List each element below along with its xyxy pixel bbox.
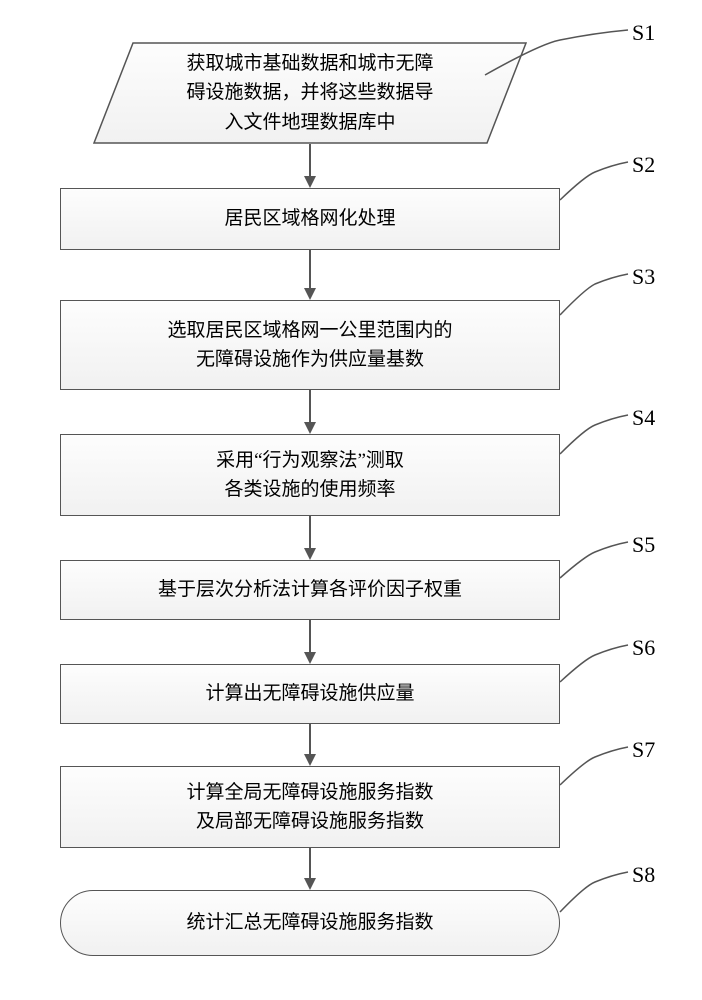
flowchart-container: 获取城市基础数据和城市无障碍设施数据，并将这些数据导入文件地理数据库中 居民区域… bbox=[60, 42, 560, 956]
label-s3: S3 bbox=[632, 264, 655, 290]
label-s8: S8 bbox=[632, 862, 655, 888]
label-s1: S1 bbox=[632, 20, 655, 46]
node-s4: 采用“行为观察法”测取各类设施的使用频率 bbox=[60, 434, 560, 516]
label-s2: S2 bbox=[632, 152, 655, 178]
label-s7: S7 bbox=[632, 737, 655, 763]
node-s2-text: 居民区域格网化处理 bbox=[224, 204, 395, 233]
node-s4-text: 采用“行为观察法”测取各类设施的使用频率 bbox=[216, 446, 404, 505]
node-s7-text: 计算全局无障碍设施服务指数及局部无障碍设施服务指数 bbox=[186, 778, 433, 837]
label-s5: S5 bbox=[632, 532, 655, 558]
label-s6: S6 bbox=[632, 635, 655, 661]
node-s8: 统计汇总无障碍设施服务指数 bbox=[60, 890, 560, 956]
node-s1: 获取城市基础数据和城市无障碍设施数据，并将这些数据导入文件地理数据库中 bbox=[93, 42, 527, 144]
node-s2: 居民区域格网化处理 bbox=[60, 188, 560, 250]
node-s6-text: 计算出无障碍设施供应量 bbox=[205, 679, 414, 708]
node-s3-text: 选取居民区域格网一公里范围内的无障碍设施作为供应量基数 bbox=[167, 316, 452, 375]
node-s6: 计算出无障碍设施供应量 bbox=[60, 664, 560, 724]
node-s3: 选取居民区域格网一公里范围内的无障碍设施作为供应量基数 bbox=[60, 300, 560, 390]
node-s5: 基于层次分析法计算各评价因子权重 bbox=[60, 560, 560, 620]
label-s4: S4 bbox=[632, 405, 655, 431]
node-s1-text: 获取城市基础数据和城市无障碍设施数据，并将这些数据导入文件地理数据库中 bbox=[93, 42, 527, 144]
node-s7: 计算全局无障碍设施服务指数及局部无障碍设施服务指数 bbox=[60, 766, 560, 848]
node-s8-text: 统计汇总无障碍设施服务指数 bbox=[186, 908, 433, 937]
node-s5-text: 基于层次分析法计算各评价因子权重 bbox=[158, 575, 462, 604]
